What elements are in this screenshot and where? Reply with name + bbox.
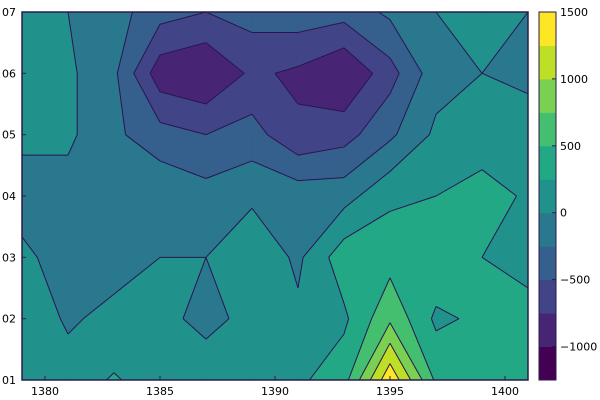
contour-line-3 — [133, 12, 400, 156]
y-tick-label: 02 — [2, 313, 16, 326]
y-tick-label: 07 — [2, 6, 16, 19]
colorbar-tick-label: 1000 — [560, 73, 588, 86]
y-tick-label: 05 — [2, 129, 16, 142]
colorbar-segment — [539, 45, 556, 80]
colorbar-segment — [539, 346, 556, 381]
x-tick-label: 1400 — [491, 385, 519, 398]
contour-line-4 — [116, 12, 423, 182]
y-tick-label: 01 — [2, 374, 16, 387]
contour-line-9 — [369, 342, 412, 380]
x-tick-label: 1395 — [376, 385, 404, 398]
contour-fills — [22, 12, 528, 380]
contour-line-7 — [347, 277, 435, 380]
colorbar-tick-label: −1000 — [560, 341, 597, 354]
x-tick-label: 1385 — [146, 385, 174, 398]
colorbar-frame — [538, 11, 557, 381]
colorbar-tick-label: 1500 — [560, 6, 588, 19]
y-tick-label: 03 — [2, 251, 16, 264]
contour-line-10 — [380, 363, 400, 380]
colorbar-tick-label: 0 — [560, 207, 567, 220]
x-tick-label: 1390 — [261, 385, 289, 398]
colorbar-segment — [539, 279, 556, 314]
colorbar-segment — [539, 12, 556, 46]
colorbar-segment — [539, 179, 556, 214]
colorbar-segment — [539, 145, 556, 180]
colorbar-segment — [539, 112, 556, 147]
colorbar-tick-label: 500 — [560, 140, 581, 153]
contour-line-6 — [105, 169, 528, 380]
colorbar-segment — [539, 78, 556, 113]
colorbar-segment — [539, 313, 556, 348]
contour-line-5 — [22, 12, 528, 340]
contour-line-8 — [358, 322, 423, 380]
colorbar: −1000 −500 0 500 1000 1500 — [538, 6, 597, 381]
colorbar-segment — [539, 246, 556, 281]
contour-lines — [22, 12, 528, 380]
contour-line-2 — [149, 42, 374, 113]
y-tick-label: 06 — [2, 67, 16, 80]
y-axis: 01 02 03 04 05 06 07 — [2, 6, 26, 387]
y-tick-label: 04 — [2, 190, 16, 203]
x-tick-label: 1380 — [31, 385, 59, 398]
colorbar-segment — [539, 212, 556, 247]
colorbar-tick-label: −500 — [560, 274, 590, 287]
x-axis: 1380 1385 1390 1395 1400 — [31, 376, 519, 398]
